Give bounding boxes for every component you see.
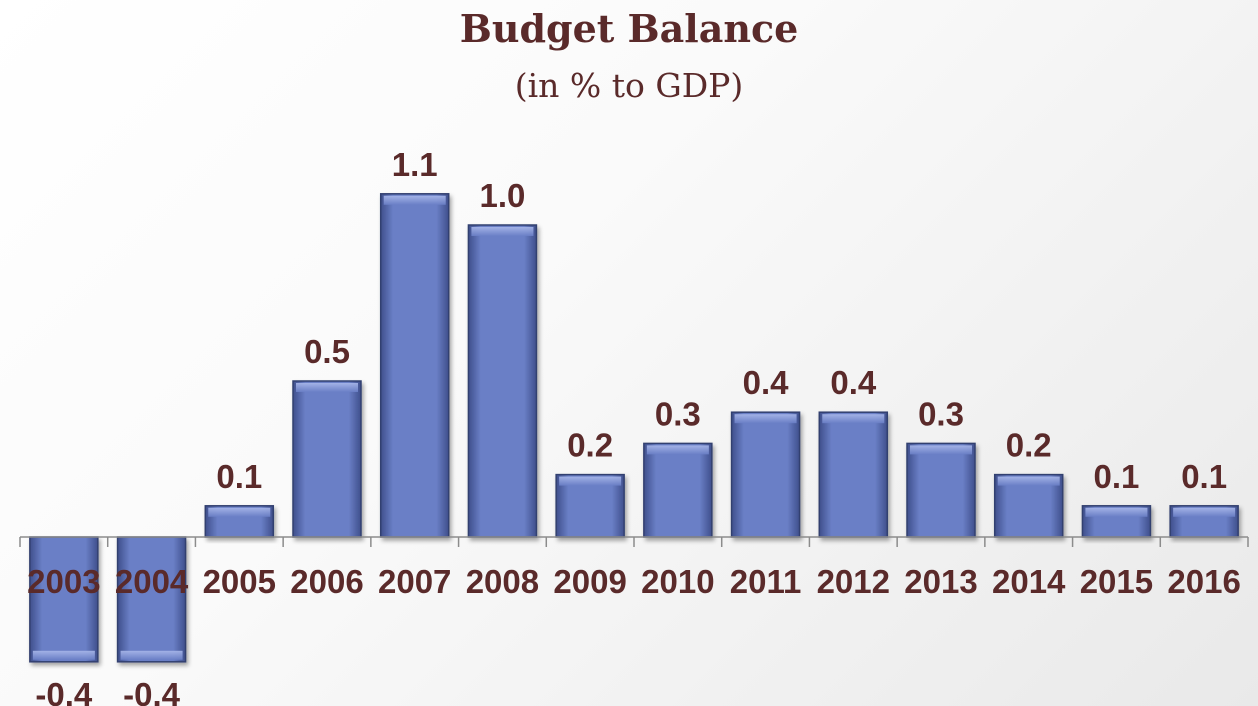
labels-layer: 2003 -0.4 2004 -0.4 2005 0.1 2006 0.5 2007 1.1 200… <box>27 146 1241 706</box>
bar-group <box>1081 505 1152 538</box>
x-tick-label: 2003 <box>27 563 100 600</box>
x-axis <box>19 536 1249 547</box>
bar <box>730 411 801 538</box>
data-label: -0.4 <box>35 676 93 706</box>
data-label: 0.2 <box>567 427 613 464</box>
data-label: 0.3 <box>918 395 964 432</box>
bar <box>292 380 362 538</box>
bar <box>643 442 713 538</box>
bar <box>116 536 187 663</box>
x-tick-label: 2013 <box>904 563 977 600</box>
bar <box>818 411 889 538</box>
bar-bevel <box>559 476 622 486</box>
bar-bevel <box>734 414 797 424</box>
bar-group <box>1169 505 1239 538</box>
data-label: 1.1 <box>392 146 438 183</box>
bar-group <box>29 536 99 663</box>
bar-group <box>730 411 801 538</box>
bar-group <box>292 380 362 538</box>
bar-group <box>993 473 1064 538</box>
bar-bevel <box>1173 507 1236 517</box>
data-label: 0.4 <box>743 364 790 401</box>
bar-group <box>906 442 976 538</box>
bar-bevel <box>910 445 972 455</box>
bar-bevel <box>822 414 885 424</box>
data-label: 0.3 <box>655 395 701 432</box>
bar-bevel <box>296 383 358 392</box>
bar-bevel <box>208 507 271 517</box>
chart-title: Budget Balance <box>459 6 799 51</box>
x-tick-label: 2006 <box>290 563 363 600</box>
x-tick-label: 2009 <box>553 563 626 600</box>
bar-group <box>204 505 275 538</box>
data-label: 0.1 <box>1093 458 1139 495</box>
bar <box>29 536 99 663</box>
data-label: 0.5 <box>304 333 350 370</box>
bars-layer <box>29 193 1239 663</box>
data-label: 0.2 <box>1006 427 1052 464</box>
data-label: -0.4 <box>123 676 181 706</box>
bar-group <box>818 411 889 538</box>
bar-group <box>116 536 187 663</box>
bar <box>467 224 538 538</box>
chart-subtitle: (in % to GDP) <box>514 66 744 105</box>
x-tick-label: 2012 <box>817 563 890 600</box>
x-tick-label: 2011 <box>730 563 802 600</box>
bar-bevel <box>383 195 446 205</box>
bar-group <box>379 193 450 538</box>
bar-bevel <box>646 445 709 455</box>
data-label: 0.4 <box>830 364 877 401</box>
data-label: 1.0 <box>479 177 525 214</box>
bar-group <box>643 442 713 538</box>
x-tick-label: 2007 <box>378 563 451 600</box>
bar <box>379 193 450 538</box>
x-tick-label: 2016 <box>1167 563 1240 600</box>
data-label: 0.1 <box>216 458 262 495</box>
bar-bevel <box>120 650 183 660</box>
bar <box>906 442 976 538</box>
x-tick-label: 2014 <box>992 563 1066 600</box>
x-tick-label: 2010 <box>641 563 714 600</box>
x-tick-label: 2015 <box>1080 563 1153 600</box>
bar-bevel <box>997 476 1060 486</box>
bar-bevel <box>471 227 534 236</box>
bar-bevel <box>1085 507 1148 517</box>
bar-group <box>555 473 625 538</box>
x-tick-label: 2008 <box>466 563 539 600</box>
x-tick-label: 2004 <box>115 563 189 600</box>
bar-group <box>467 224 538 538</box>
bar-bevel <box>32 650 95 660</box>
x-tick-label: 2005 <box>203 563 276 600</box>
data-label: 0.1 <box>1181 458 1227 495</box>
